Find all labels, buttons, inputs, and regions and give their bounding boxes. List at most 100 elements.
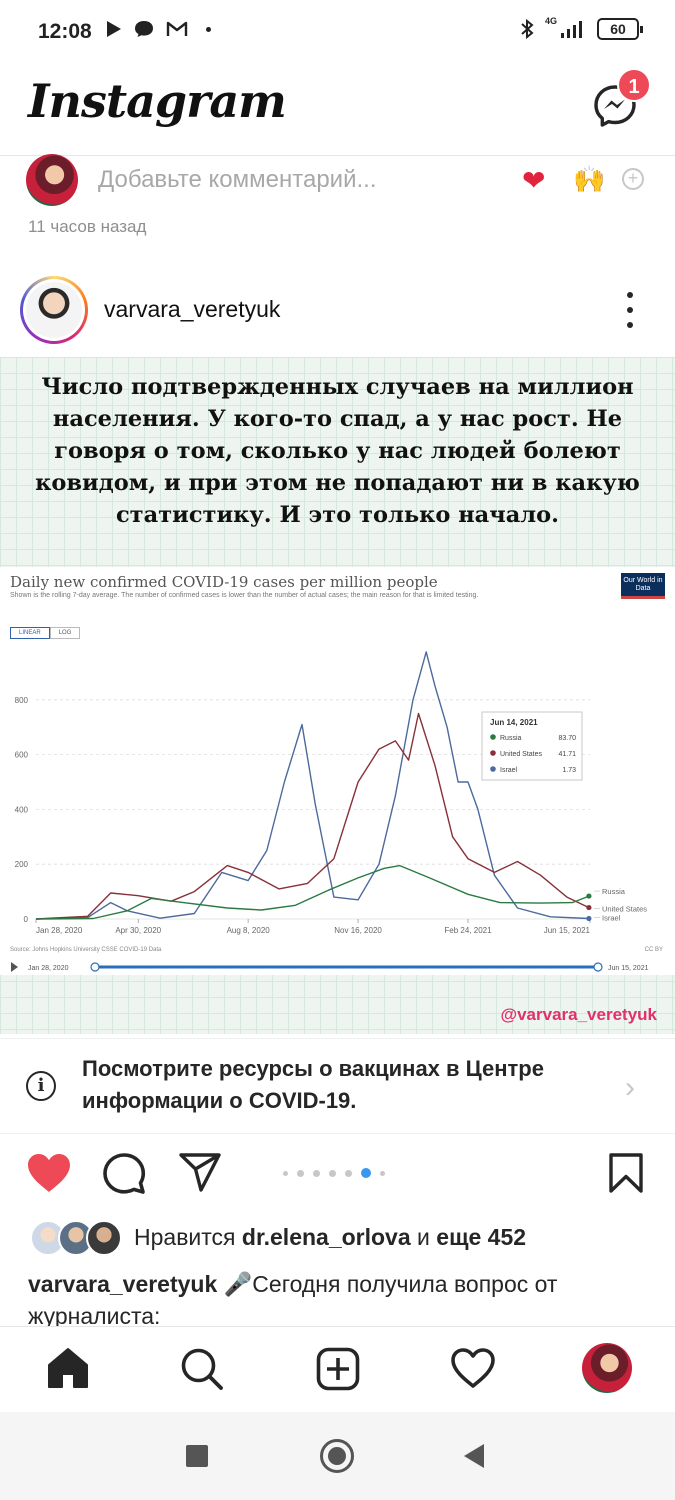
x-tick-label: Nov 16, 2020 bbox=[334, 926, 382, 935]
caption-text: 🎤Сегодня получила вопрос от журналиста: bbox=[28, 1271, 558, 1328]
timeline-start: Jan 28, 2020 bbox=[28, 965, 69, 972]
y-tick-label: 200 bbox=[15, 860, 29, 869]
raised-hands-emoji-reaction[interactable]: 🙌 bbox=[573, 164, 606, 194]
post-header: varvara_veretyuk bbox=[0, 272, 675, 352]
post-actions bbox=[0, 1146, 675, 1202]
chat-bubble-icon bbox=[135, 21, 153, 37]
liker-avatar bbox=[86, 1220, 122, 1256]
tooltip-series-value: 1.73 bbox=[562, 767, 576, 774]
likes-row[interactable]: Нравится dr.elena_orlova и еще 452 bbox=[0, 1218, 675, 1262]
chart-license: CC BY bbox=[644, 947, 663, 953]
save-bookmark-icon[interactable] bbox=[608, 1152, 644, 1194]
system-icons: 4G 60 bbox=[519, 16, 643, 40]
bluetooth-icon bbox=[521, 18, 534, 40]
carousel-dot bbox=[313, 1169, 320, 1177]
carousel-dot bbox=[345, 1169, 352, 1177]
heart-emoji-reaction[interactable]: ❤ bbox=[522, 165, 546, 196]
image-handle-watermark: @varvara_veretyuk bbox=[500, 1005, 657, 1024]
y-tick-label: 600 bbox=[15, 751, 29, 760]
signal-icon bbox=[561, 21, 582, 38]
recents-icon[interactable] bbox=[186, 1445, 208, 1467]
status-time: 12:08 bbox=[38, 20, 92, 43]
series-endpoint bbox=[586, 893, 592, 899]
bottom-nav bbox=[0, 1326, 675, 1412]
chart-subtitle: Shown is the rolling 7-day average. The … bbox=[10, 592, 479, 599]
status-bar: 12:08 4G 60 bbox=[0, 0, 675, 64]
messenger-icon[interactable] bbox=[593, 84, 637, 128]
x-tick-label: Apr 30, 2020 bbox=[115, 926, 161, 935]
y-tick-label: 0 bbox=[24, 915, 29, 924]
home-button-icon[interactable] bbox=[320, 1439, 354, 1473]
android-nav-bar bbox=[0, 1412, 675, 1500]
add-comment-input[interactable]: Добавьте комментарий... bbox=[98, 166, 377, 193]
gmail-icon bbox=[166, 21, 188, 36]
series-end-label: Russia bbox=[602, 887, 626, 896]
messenger-badge: 1 bbox=[617, 68, 651, 102]
caption-username[interactable]: varvara_veretyuk bbox=[28, 1271, 218, 1297]
home-icon[interactable] bbox=[46, 1347, 90, 1389]
covid-info-text: Посмотрите ресурсы о вакцинах в Центре и… bbox=[82, 1056, 544, 1113]
tooltip-series-value: 83.70 bbox=[558, 735, 576, 742]
more-options-icon[interactable] bbox=[625, 292, 635, 328]
timeline: Jan 28, 2020 Jun 15, 2021 bbox=[11, 962, 649, 972]
x-tick-label: Jun 15, 2021 bbox=[544, 926, 591, 935]
info-icon: i bbox=[26, 1071, 56, 1101]
liker-username[interactable]: dr.elena_orlova bbox=[241, 1224, 411, 1250]
play-icon bbox=[107, 21, 121, 37]
carousel-dot-active bbox=[361, 1168, 371, 1178]
activity-heart-icon[interactable] bbox=[450, 1347, 496, 1389]
carousel-dot bbox=[329, 1169, 336, 1177]
x-tick-label: Feb 24, 2021 bbox=[444, 926, 492, 935]
x-tick-label: Jan 28, 2020 bbox=[36, 926, 83, 935]
timeline-end: Jun 15, 2021 bbox=[608, 965, 649, 972]
scale-tabs: LINEAR LOG bbox=[10, 627, 81, 639]
image-caption-text: Число подтвержденных случаев на миллион … bbox=[35, 374, 640, 528]
x-tick-label: Aug 8, 2020 bbox=[227, 926, 271, 935]
carousel-indicator bbox=[283, 1168, 385, 1178]
post-author-username[interactable]: varvara_veretyuk bbox=[104, 296, 281, 322]
tooltip-series-value: 41.71 bbox=[558, 751, 576, 758]
previous-post-time: 11 часов назад bbox=[28, 217, 147, 236]
carousel-dot bbox=[380, 1170, 385, 1176]
back-icon[interactable] bbox=[464, 1444, 484, 1468]
linear-tab: LINEAR bbox=[10, 627, 50, 639]
tooltip-series-name: Israel bbox=[500, 767, 518, 774]
covid-info-banner[interactable]: i Посмотрите ресурсы о вакцинах в Центре… bbox=[0, 1038, 675, 1134]
post-caption[interactable]: varvara_veretyuk 🎤Сегодня получила вопро… bbox=[28, 1268, 648, 1328]
series-line-israel bbox=[35, 651, 589, 920]
tooltip-box bbox=[481, 711, 583, 781]
notification-icons bbox=[106, 20, 211, 38]
search-icon[interactable] bbox=[180, 1347, 224, 1391]
chart-title: Daily new confirmed COVID-19 cases per m… bbox=[10, 573, 438, 591]
tooltip-series-name: United States bbox=[500, 751, 543, 758]
series-end-label: United States bbox=[602, 905, 647, 914]
liker-avatars bbox=[30, 1220, 122, 1256]
share-icon[interactable] bbox=[178, 1152, 222, 1194]
tooltip-swatch bbox=[490, 766, 496, 772]
instagram-logo[interactable]: Instagram bbox=[28, 74, 287, 128]
like-heart-icon[interactable] bbox=[26, 1152, 72, 1194]
tooltip-swatch bbox=[490, 750, 496, 756]
post-image[interactable]: Число подтвержденных случаев на миллион … bbox=[0, 357, 675, 1034]
carousel-dot bbox=[283, 1170, 288, 1176]
likes-others[interactable]: еще 452 bbox=[436, 1224, 527, 1250]
likes-joiner: и bbox=[417, 1224, 430, 1250]
add-emoji-icon[interactable]: + bbox=[622, 168, 644, 190]
network-label: 4G bbox=[544, 16, 557, 26]
post-author-avatar[interactable] bbox=[20, 276, 88, 344]
y-tick-label: 800 bbox=[15, 696, 29, 705]
likes-prefix: Нравится bbox=[134, 1224, 236, 1250]
add-comment-row: Добавьте комментарий... ❤ 🙌 + bbox=[0, 152, 675, 210]
likes-text: Нравится dr.elena_orlova и еще 452 bbox=[134, 1224, 526, 1251]
new-post-icon[interactable] bbox=[316, 1347, 360, 1391]
y-tick-label: 400 bbox=[15, 805, 29, 814]
series-end-label: Israel bbox=[602, 914, 621, 923]
tooltip-swatch bbox=[490, 734, 496, 740]
tooltip-date: Jun 14, 2021 bbox=[490, 718, 538, 727]
chart-plot: 0 200 400 600 800 Jan 28, 2020 Apr 30, 2020 Aug… bbox=[15, 651, 647, 935]
profile-avatar-tab[interactable] bbox=[582, 1343, 632, 1393]
more-dot-icon bbox=[206, 26, 211, 32]
owid-logo: Our World in Data bbox=[621, 573, 665, 599]
comment-icon[interactable] bbox=[102, 1152, 146, 1194]
covid-chart: Daily new confirmed COVID-19 cases per m… bbox=[0, 567, 675, 975]
